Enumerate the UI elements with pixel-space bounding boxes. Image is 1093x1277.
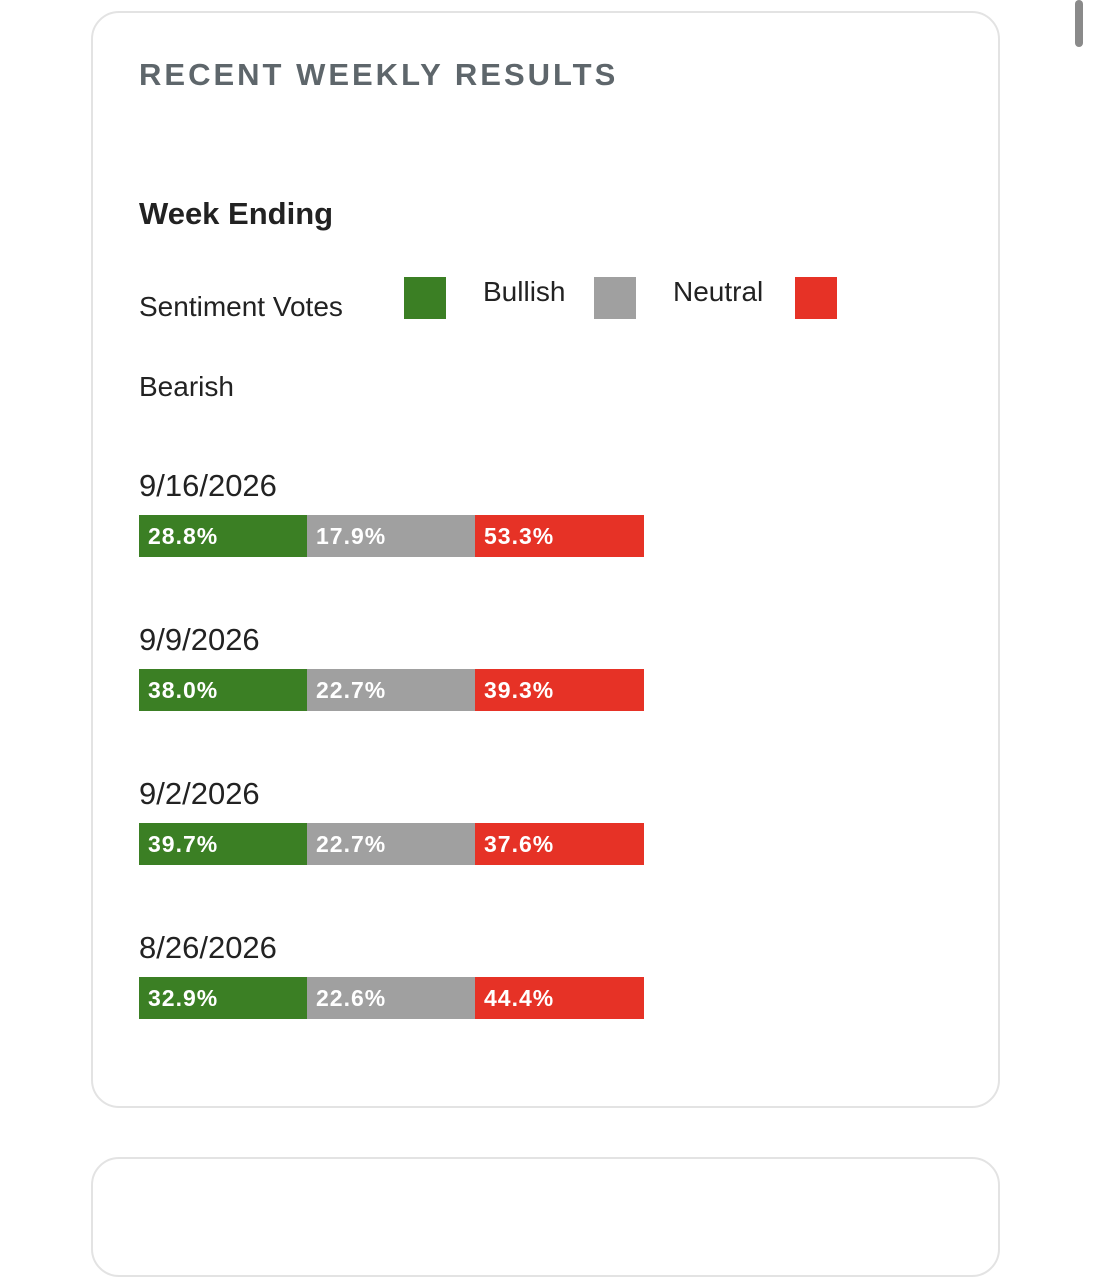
- bullish-segment: 32.9%: [139, 977, 307, 1019]
- neutral-segment: 22.7%: [307, 823, 475, 865]
- week-date: 9/9/2026: [139, 622, 260, 657]
- bullish-swatch: [404, 277, 446, 319]
- neutral-segment: 17.9%: [307, 515, 475, 557]
- sentiment-bar: 32.9% 22.6% 44.4%: [139, 977, 644, 1019]
- bearish-segment: 37.6%: [475, 823, 644, 865]
- bullish-segment: 38.0%: [139, 669, 307, 711]
- sentiment-bar: 28.8% 17.9% 53.3%: [139, 515, 644, 557]
- legend-prefix: Sentiment Votes: [139, 291, 343, 322]
- bearish-swatch: [795, 277, 837, 319]
- bullish-segment: 28.8%: [139, 515, 307, 557]
- next-card: [91, 1157, 1000, 1277]
- neutral-segment: 22.6%: [307, 977, 475, 1019]
- week-date: 9/2/2026: [139, 776, 260, 811]
- week-ending-heading: Week Ending: [139, 196, 334, 231]
- legend-neutral-label: Neutral: [673, 276, 764, 307]
- sentiment-bar: 39.7% 22.7% 37.6%: [139, 823, 644, 865]
- bullish-segment: 39.7%: [139, 823, 307, 865]
- page-scrollbar[interactable]: [1075, 0, 1083, 47]
- legend-bearish-label: Bearish: [139, 371, 234, 402]
- week-date: 9/16/2026: [139, 468, 277, 503]
- bearish-segment: 44.4%: [475, 977, 644, 1019]
- section-title: RECENT WEEKLY RESULTS: [139, 57, 619, 92]
- bearish-segment: 39.3%: [475, 669, 644, 711]
- neutral-swatch: [594, 277, 636, 319]
- weekly-results-card: RECENT WEEKLY RESULTS Week Ending Sentim…: [91, 11, 1000, 1108]
- sentiment-bar: 38.0% 22.7% 39.3%: [139, 669, 644, 711]
- legend-bullish-label: Bullish: [483, 276, 566, 307]
- neutral-segment: 22.7%: [307, 669, 475, 711]
- week-date: 8/26/2026: [139, 930, 277, 965]
- bearish-segment: 53.3%: [475, 515, 644, 557]
